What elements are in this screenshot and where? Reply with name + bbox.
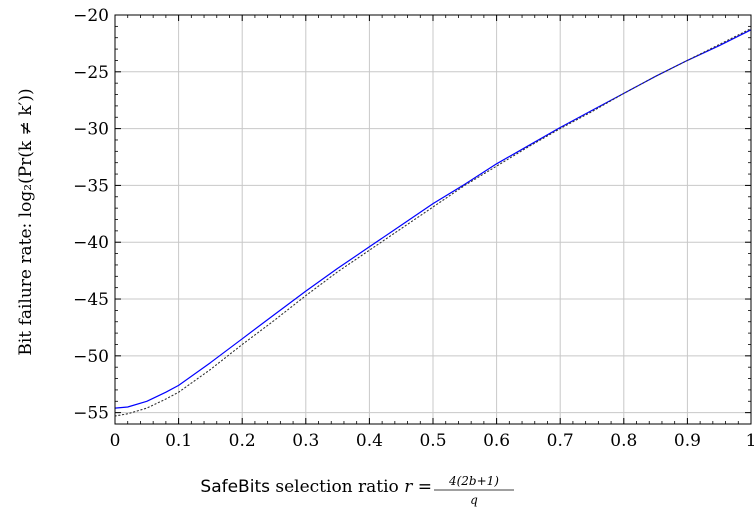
x-tick-label: 0.1	[165, 431, 192, 451]
x-tick-labels: 0 0.1 0.2 0.3 0.4 0.5 0.6 0.7 0.8 0.9 1	[110, 431, 754, 451]
y-tick-label: −55	[73, 404, 109, 424]
x-axis-label-eq: =	[412, 477, 432, 497]
y-tick-label: −30	[73, 120, 109, 140]
y-tick-labels: −55 −50 −45 −40 −35 −30 −25 −20	[73, 6, 109, 424]
x-tick-label: 0.9	[674, 431, 701, 451]
y-tick-label: −35	[73, 176, 109, 196]
x-tick-label: 0.5	[419, 431, 446, 451]
ticks	[114, 14, 752, 425]
x-tick-label: 0.4	[356, 431, 383, 451]
y-axis-label: Bit failure rate: log₂(Pr(k ≠ k′))	[16, 88, 36, 355]
x-tick-label: 0.3	[292, 431, 319, 451]
x-axis-label-var: r	[404, 477, 413, 497]
x-axis-label-numerator: 4(2b+1)	[448, 474, 499, 488]
y-tick-label: −25	[73, 63, 109, 83]
series-group	[114, 28, 752, 417]
x-axis-label-text: selection ratio	[270, 477, 404, 497]
y-tick-label: −45	[73, 290, 109, 310]
x-tick-label: 0	[110, 431, 121, 451]
x-tick-label: 1	[746, 431, 754, 451]
x-tick-label: 0.7	[547, 431, 574, 451]
y-tick-label: −40	[73, 233, 109, 253]
series-line-solid	[114, 29, 752, 409]
y-tick-label: −50	[73, 347, 109, 367]
x-axis-label: SafeBits selection ratio r =	[200, 477, 432, 497]
x-tick-label: 0.2	[229, 431, 256, 451]
y-tick-label: −20	[73, 6, 109, 26]
x-axis-label-sans: SafeBits	[200, 477, 270, 497]
x-axis-label-denominator: q	[470, 493, 478, 507]
x-tick-label: 0.8	[610, 431, 637, 451]
x-tick-label: 0.6	[483, 431, 510, 451]
